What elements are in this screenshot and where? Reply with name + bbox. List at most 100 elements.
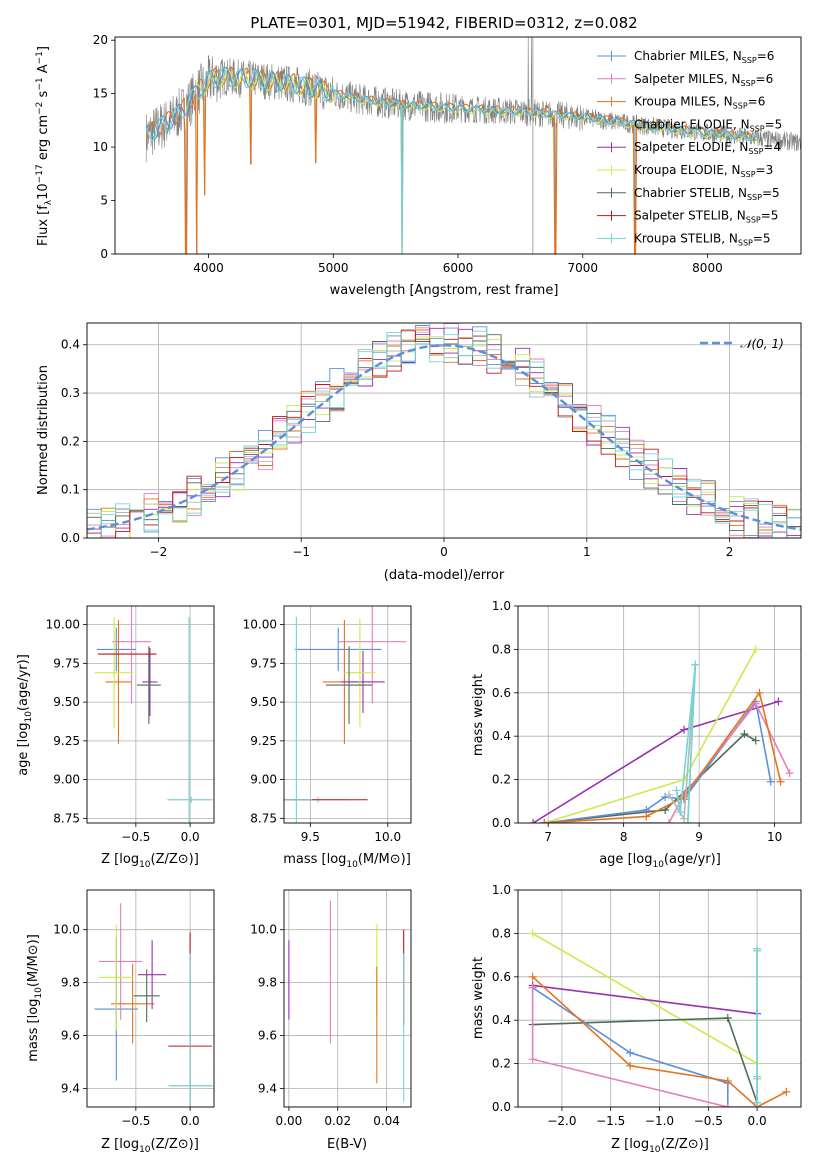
weight-marker-kroupa_miles <box>642 812 651 821</box>
weight-marker-chabrier_elodie <box>664 790 673 799</box>
weight-marker-salpeter_miles <box>528 983 537 992</box>
weight-marker-kroupa_elodie <box>528 929 537 938</box>
y-tick-label: 0.4 <box>492 729 511 743</box>
x-tick-label: 2 <box>726 545 734 559</box>
legend-sub: SSP <box>733 102 748 111</box>
y-tick-label: 0.6 <box>492 686 511 700</box>
legend-sub: SSP <box>747 193 762 202</box>
x-tick-label: 0.0 <box>748 1114 767 1128</box>
legend-tail: =3 <box>756 163 774 177</box>
weight-line-chabrier_miles <box>532 986 729 1107</box>
y-tick-label: 9.50 <box>250 695 277 709</box>
label-part: erg cm <box>36 115 51 164</box>
y-tick-label: 8.75 <box>53 811 80 825</box>
x-tick-label: 9.5 <box>301 830 320 844</box>
x-axis-label: Z [log10(Z/Z⊙)] <box>101 852 199 870</box>
weight-line-kroupa_elodie <box>532 932 758 1065</box>
x-tick-label: 1 <box>583 545 591 559</box>
x-tick-label: −2.0 <box>547 1114 576 1128</box>
label-part: −2 <box>35 102 45 115</box>
weight-line-salpeter_elodie <box>532 984 758 1015</box>
y-tick-label: 0 <box>100 247 108 261</box>
legend-tail: =5 <box>765 117 783 131</box>
y-tick-label: 0.2 <box>61 434 80 448</box>
legend-tail: =6 <box>757 49 775 63</box>
plot-area <box>284 606 407 823</box>
label-part: (Z/Z⊙)] <box>151 852 199 867</box>
weight-line-chabrier_stelib <box>532 1017 758 1103</box>
axes-frame <box>283 889 412 1108</box>
legend-tail: =5 <box>753 231 771 245</box>
label-part: 10 <box>139 860 151 870</box>
legend-tail: =5 <box>761 209 779 223</box>
label-part: 10 <box>649 1145 661 1155</box>
x-axis-label: Z [log10(Z/Z⊙)] <box>611 1137 709 1155</box>
y-tick-label: 0.4 <box>492 1013 511 1027</box>
weight-marker-salpeter_miles <box>723 1103 732 1107</box>
weight-marker-kroupa_miles <box>755 688 764 697</box>
label-part: Z [log <box>101 852 139 867</box>
y-tick-label: 9.75 <box>250 656 277 670</box>
weight-marker-kroupa_miles <box>776 777 785 786</box>
x-tick-label: 0.04 <box>373 1114 400 1128</box>
legend-text: Chabrier STELIB, N <box>634 186 747 200</box>
x-tick-label: 8000 <box>692 261 723 275</box>
weight-marker-kroupa_stelib <box>753 1072 762 1081</box>
y-axis-label: mass weight <box>471 674 486 756</box>
weight-marker-kroupa_stelib <box>672 786 681 795</box>
weight-marker-kroupa_stelib <box>691 660 700 669</box>
weight-line-kroupa_stelib <box>675 664 697 823</box>
weight-marker-kroupa_elodie <box>751 645 760 654</box>
legend-text: Salpeter STELIB, N <box>634 209 746 223</box>
label-part: λ <box>44 199 54 205</box>
label-part: 10 <box>346 860 358 870</box>
x-tick-label: 0.0 <box>181 830 200 844</box>
label-part: Z [log <box>611 1137 649 1152</box>
weight-line-chabrier_miles <box>544 699 772 823</box>
label-part: 10 <box>139 1145 151 1155</box>
x-tick-label: 10 <box>767 830 782 844</box>
weight-marker-salpeter_elodie <box>774 697 783 706</box>
legend-label: 𝒩(0, 1) <box>740 337 784 351</box>
legend-tail: =5 <box>762 186 780 200</box>
legend-label: Salpeter STELIB, NSSP=5 <box>634 209 778 225</box>
legend-text: Salpeter MILES, N <box>634 72 741 86</box>
y-tick-label: 0.2 <box>492 1057 511 1071</box>
x-tick-label: 7 <box>544 830 552 844</box>
y-tick-label: 9.25 <box>250 734 277 748</box>
y-tick-label: 9.6 <box>61 1029 80 1043</box>
y-tick-label: 9.75 <box>53 656 80 670</box>
x-tick-label: −1.0 <box>645 1114 674 1128</box>
x-tick-label: 6000 <box>443 261 474 275</box>
label-part: 10 <box>36 183 51 200</box>
weight-marker-chabrier_stelib <box>751 736 760 745</box>
x-tick-label: −0.5 <box>694 1114 723 1128</box>
weight-marker-salpeter_elodie <box>529 819 538 823</box>
weight-marker-kroupa_miles <box>782 1087 791 1096</box>
x-tick-label: −0.5 <box>121 830 150 844</box>
y-tick-label: 8.75 <box>250 811 277 825</box>
x-tick-label: 0 <box>440 545 448 559</box>
weight-marker-kroupa_miles <box>723 1076 732 1085</box>
weight-marker-kroupa_miles <box>626 1061 635 1070</box>
weight-marker-kroupa_miles <box>540 819 549 823</box>
y-tick-label: 9.6 <box>258 1029 277 1043</box>
x-tick-label: −1.5 <box>596 1114 625 1128</box>
legend-label: Kroupa STELIB, NSSP=5 <box>634 231 771 247</box>
x-tick-label: 0.0 <box>181 1114 200 1128</box>
y-tick-label: 0.8 <box>492 926 511 940</box>
y-tick-label: 9.8 <box>61 976 80 990</box>
axes-frame <box>86 605 215 824</box>
y-tick-label: 1.0 <box>492 883 511 897</box>
legend-text: Chabrier MILES, N <box>634 49 742 63</box>
legend-label: Kroupa ELODIE, NSSP=3 <box>634 163 773 179</box>
legend-sub: SSP <box>742 56 757 65</box>
weight-marker-salpeter_miles <box>785 769 794 778</box>
weight-marker-salpeter_elodie <box>680 725 689 734</box>
model-line-kroupa_stelib <box>145 67 757 254</box>
legend-label: Kroupa MILES, NSSP=6 <box>634 95 765 111</box>
x-tick-label: 5000 <box>318 261 349 275</box>
y-tick-label: 9.00 <box>53 773 80 787</box>
x-tick-label: 4000 <box>193 261 224 275</box>
